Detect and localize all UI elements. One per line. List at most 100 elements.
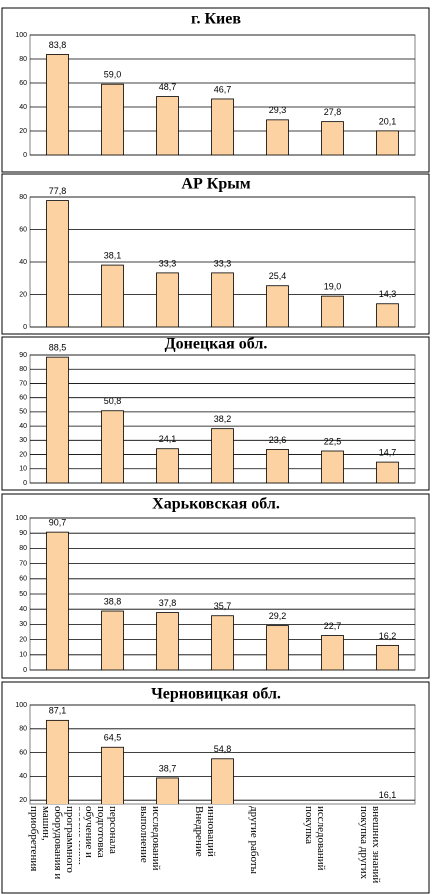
bars [46,719,234,804]
y-tick-label: 0 [23,480,27,487]
bar [211,98,234,155]
bars [46,200,399,327]
x-tick-label: Внедрение инноваций [193,806,217,857]
bar [46,200,69,327]
y-tick-label: 40 [19,259,27,266]
bar [321,295,344,327]
bar [156,777,179,804]
bar [266,119,289,155]
chart-frame [1,681,430,894]
bar [46,719,69,804]
value-label: 22,5 [324,436,342,446]
chart-title: АР Крым [181,176,250,193]
y-tick-label: 20 [19,797,27,804]
y-tick-label: 50 [19,591,27,598]
bars [46,531,399,670]
x-tick-label: приобретения машин, оборудования и прогр… [28,806,80,880]
value-label: 54,8 [214,744,232,754]
y-tick-label: 60 [19,576,27,583]
value-label: 38,8 [104,596,122,606]
value-label: 59,0 [104,70,122,80]
x-tick-label: обучение и подготовка персонала [83,806,119,858]
bar [376,644,399,670]
y-tick-label: 20 [19,291,27,298]
value-label: 14,3 [379,289,397,299]
value-label: 33,3 [214,258,232,268]
value-label: 64,5 [104,733,122,743]
y-tick-label: 70 [19,380,27,387]
bar [101,264,124,327]
bar [321,450,344,483]
y-tick-label: 80 [19,726,27,733]
bar [101,410,124,483]
y-tick-label: 60 [19,749,27,756]
y-tick-label: 100 [15,702,27,709]
value-label: 77,8 [49,186,67,196]
y-tick-label: 100 [15,515,27,522]
value-label: 48,7 [159,82,177,92]
bar [266,285,289,327]
value-label: 90,7 [49,518,67,528]
value-label: 29,2 [269,611,287,621]
bar [156,96,179,155]
bar [156,448,179,483]
y-tick-label: 90 [19,352,27,359]
bar [211,428,234,483]
bar [376,130,399,155]
y-tick-label: 80 [19,366,27,373]
value-label: 46,7 [214,84,232,94]
bar [266,449,289,483]
y-tick-label: 10 [19,652,27,659]
y-tick-label: 70 [19,560,27,567]
y-tick-label: 30 [19,437,27,444]
x-tick-label: покупка других внешних знаний [358,806,382,884]
value-label: 27,8 [324,107,342,117]
chart-frame [1,493,430,679]
value-label: 50,8 [104,396,122,406]
bar [46,54,69,155]
chart-frame [1,173,430,335]
y-tick-label: 0 [23,667,27,674]
bar [211,758,234,804]
x-tick-label: покупка исследований [303,806,327,871]
value-label: 38,2 [214,414,232,424]
y-tick-label: 30 [19,621,27,628]
value-label: 83,8 [49,40,67,50]
y-tick-label: 80 [19,545,27,552]
chart-title: Донецкая обл. [165,336,268,353]
y-tick-label: 20 [19,636,27,643]
y-tick-label: 20 [19,128,27,135]
chart-frame [1,336,430,491]
value-label: 14,7 [379,447,397,457]
bars [46,54,399,155]
y-tick-label: 80 [19,56,27,63]
bar [321,121,344,155]
y-tick-label: 100 [15,32,27,39]
bar [101,83,124,155]
value-label: 87,1 [49,706,67,716]
value-label: 33,3 [159,258,177,268]
y-tick-label: 0 [23,324,27,331]
value-label: 16,1 [379,790,397,800]
chart-title: Харьковская обл. [152,496,280,513]
value-label: 20,1 [379,116,397,126]
value-label: 16,2 [379,631,397,641]
y-tick-label: 60 [19,395,27,402]
bar [101,610,124,670]
bar [156,272,179,327]
y-tick-label: 60 [19,226,27,233]
bar [156,612,179,670]
value-label: 19,0 [324,282,342,292]
bar [46,531,69,670]
bar [376,303,399,327]
bar [376,461,399,483]
value-label: 37,8 [159,598,177,608]
y-tick-label: 40 [19,104,27,111]
bar [211,272,234,327]
y-tick-label: 90 [19,530,27,537]
bar [321,635,344,670]
y-tick-label: 40 [19,606,27,613]
x-tick-label: другие работы [248,806,260,875]
